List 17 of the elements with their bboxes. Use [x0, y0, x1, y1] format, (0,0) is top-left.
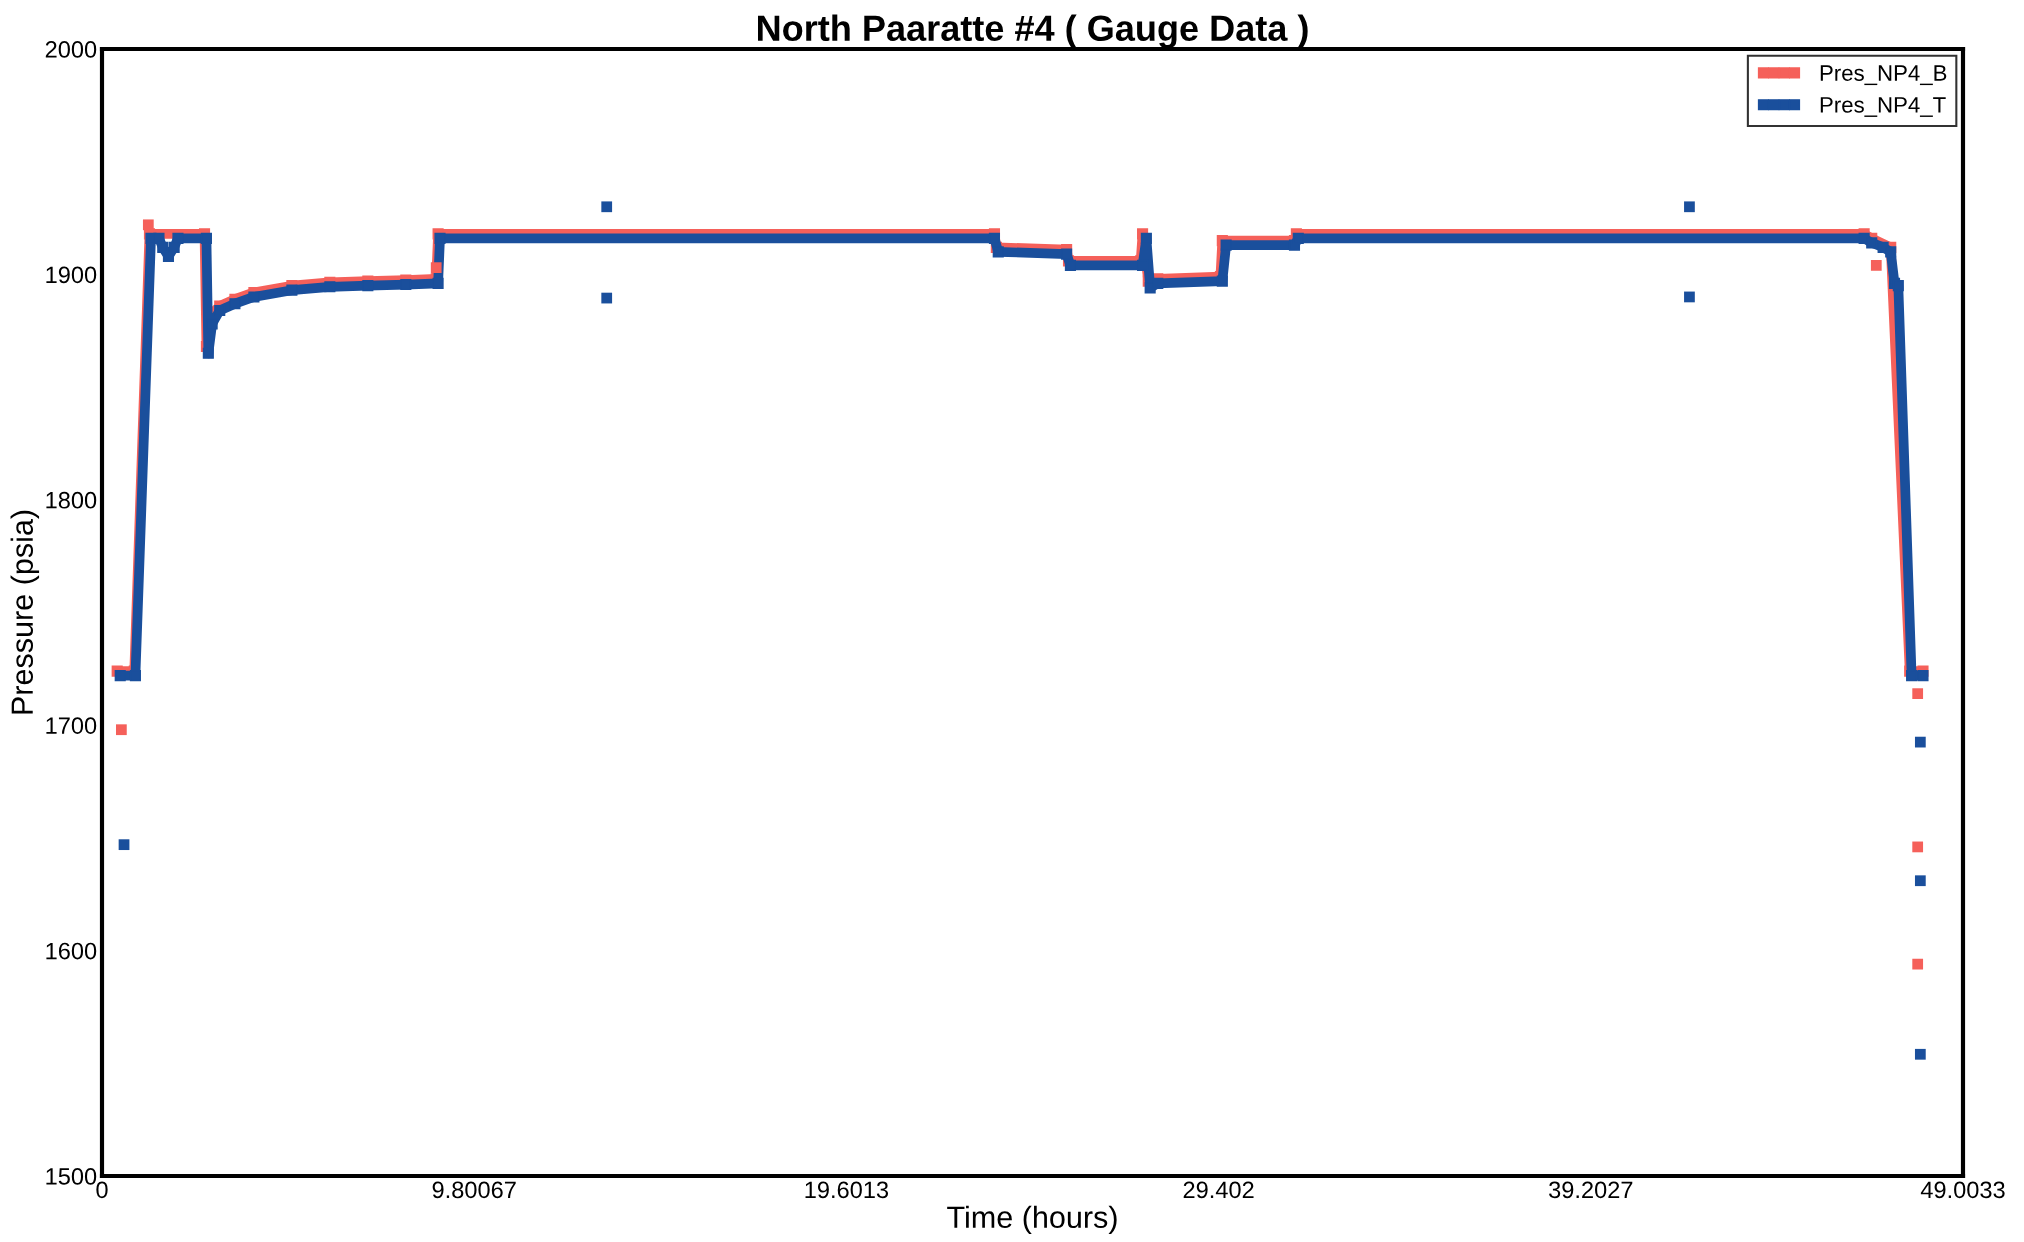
chart-title: North Paaratte #4 ( Gauge Data ) — [758, 14, 1308, 49]
y-tick-label: 1700 — [46, 717, 97, 734]
x-tick-label: 39.2027 — [1549, 1181, 1633, 1199]
x-tick-label: 9.80067 — [432, 1181, 516, 1199]
y-tick-label: 1900 — [46, 266, 97, 284]
y-tick-label: 1800 — [46, 491, 97, 509]
y-tick-label: 2000 — [45, 41, 97, 58]
x-tick-label: 49.0033 — [1920, 1181, 2005, 1199]
y-axis-title: Pressure (psia) — [10, 510, 40, 714]
x-axis-title: Time (hours) — [947, 1205, 1117, 1235]
x-tick-label: 0 — [96, 1181, 108, 1199]
x-tick-label: 19.6013 — [805, 1181, 889, 1199]
legend-label: Pres_NP4_T — [1820, 97, 1946, 117]
x-tick-label: 29.402 — [1183, 1181, 1254, 1199]
y-tick-label: 1500 — [46, 1168, 97, 1185]
legend-label: Pres_NP4_B — [1820, 65, 1947, 86]
y-tick-label: 1600 — [46, 942, 97, 960]
